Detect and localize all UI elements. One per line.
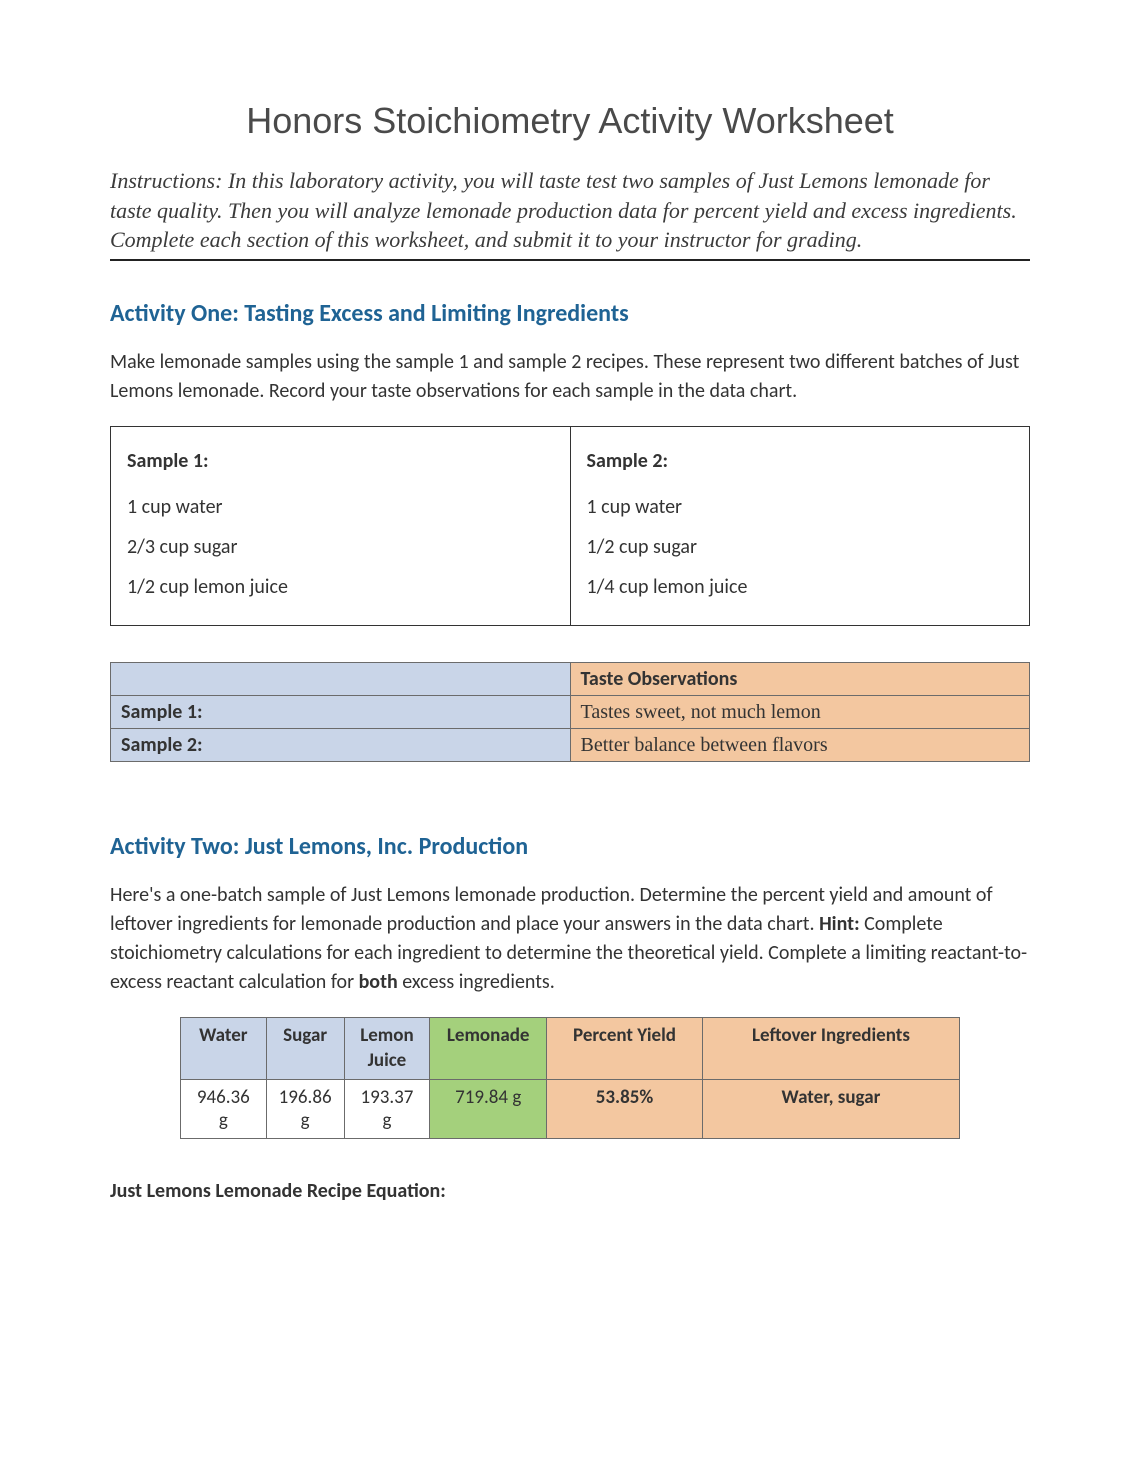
obs-row2-value: Better balance between flavors [570,729,1030,762]
observations-table: Taste Observations Sample 1: Tastes swee… [110,662,1030,762]
obs-row2-label: Sample 2: [111,729,571,762]
activity2-body-both: both [359,970,398,994]
recipe-table: Sample 1: 1 cup water 2/3 cup sugar 1/2 … [110,426,1030,626]
production-table: Water Sugar Lemon Juice Lemonade Percent… [180,1017,960,1139]
activity2-body-hint: Hint: [819,912,860,936]
obs-header: Taste Observations [570,663,1030,696]
instructions-block: Instructions: In this laboratory activit… [110,166,1030,261]
activity2-body: Here's a one-batch sample of Just Lemons… [110,881,1030,997]
val-lemon: 193.37 g [344,1080,430,1139]
col-leftover: Leftover Ingredients [702,1018,959,1080]
obs-row1-value: Tastes sweet, not much lemon [570,696,1030,729]
col-lemon-l1: Lemon [360,1024,413,1047]
obs-row1-label: Sample 1: [111,696,571,729]
sample2-line3: 1/4 cup lemon juice [587,575,748,599]
activity1-body: Make lemonade samples using the sample 1… [110,348,1030,406]
sample2-label: Sample 2: [587,441,1014,481]
sample2-line1: 1 cup water [587,495,683,519]
sample1-line1: 1 cup water [127,495,223,519]
val-water: 946.36 g [181,1080,267,1139]
activity2-heading: Activity Two: Just Lemons, Inc. Producti… [110,832,1030,861]
activity2-body-end: excess ingredients. [398,970,555,994]
worksheet-page: Honors Stoichiometry Activity Worksheet … [0,0,1140,1475]
sample1-line3: 1/2 cup lemon juice [127,575,288,599]
page-title: Honors Stoichiometry Activity Worksheet [110,100,1030,142]
col-lemonade: Lemonade [430,1018,547,1080]
val-lemonade: 719.84 g [430,1080,547,1139]
col-lemon: Lemon Juice [344,1018,430,1080]
sample1-line2: 2/3 cup sugar [127,535,237,559]
col-lemon-l2: Juice [368,1049,407,1072]
val-leftover: Water, sugar [702,1080,959,1139]
activity1-heading: Activity One: Tasting Excess and Limitin… [110,299,1030,328]
val-sugar: 196.86 g [266,1080,344,1139]
sample1-label: Sample 1: [127,441,554,481]
col-sugar: Sugar [266,1018,344,1080]
val-percent: 53.85% [547,1080,703,1139]
sample2-line2: 1/2 cup sugar [587,535,697,559]
col-water: Water [181,1018,267,1080]
recipe-equation-label: Just Lemons Lemonade Recipe Equation: [110,1179,1030,1203]
col-percent: Percent Yield [547,1018,703,1080]
